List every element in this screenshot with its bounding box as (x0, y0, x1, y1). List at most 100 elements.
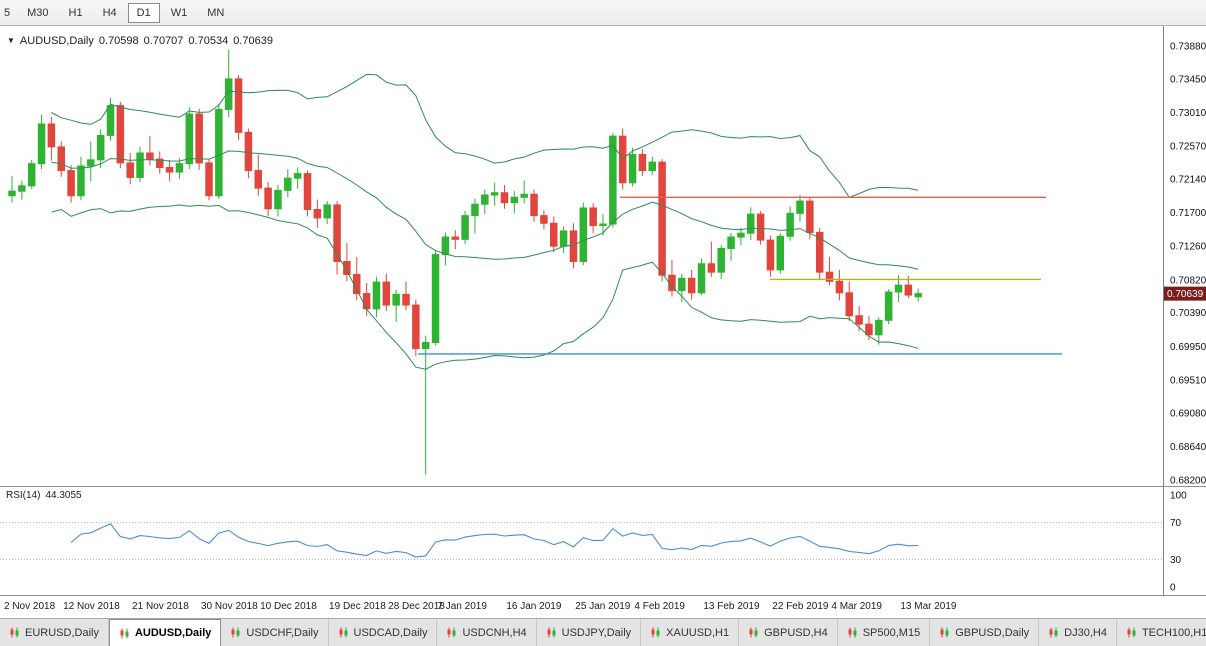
ohlc-high: 0.70707 (143, 35, 184, 47)
mini-chart-icon (231, 627, 240, 638)
price-axis-label: 0.73450 (1170, 74, 1206, 85)
rsi-title: RSI(14) 44.3055 (6, 490, 82, 501)
mini-chart-icon (1127, 627, 1136, 638)
timeframe-button-h4[interactable]: H4 (102, 6, 117, 19)
time-axis-label: 19 Dec 2018 (329, 601, 386, 612)
rsi-canvas[interactable]: 100 70 30 0 (0, 487, 1206, 595)
chart-ohlc-title: ▼ AUDUSD,Daily 0.70598 0.70707 0.70534 0… (7, 35, 273, 47)
bollinger-bands (51, 73, 919, 370)
time-axis-label: 30 Nov 2018 (201, 601, 258, 612)
chart-tab-label: XAUUSD,H1 (666, 626, 730, 639)
chart-tab-label: EURUSD,Daily (25, 626, 99, 639)
candle-series (8, 49, 922, 475)
time-axis-label: 16 Jan 2019 (506, 601, 562, 612)
time-axis-label: 22 Feb 2019 (772, 601, 829, 612)
time-axis-label: 13 Feb 2019 (703, 601, 760, 612)
chart-tab-label: DJ30,H4 (1064, 626, 1107, 639)
mini-chart-icon (120, 628, 129, 638)
chart-tab-label: GBPUSD,Daily (955, 626, 1030, 639)
bb-middle (51, 150, 919, 270)
time-axis-label: 25 Jan 2019 (575, 601, 631, 612)
rsi-label: RSI(14) (6, 490, 41, 501)
chart-tab-label: SP500,M15 (862, 626, 921, 639)
chart-tab-usdjpy-daily[interactable]: USDJPY,Daily (536, 619, 642, 646)
rsi-scale[interactable]: 100 70 30 0 (1163, 487, 1188, 595)
ohlc-low: 0.70534 (188, 35, 229, 47)
price-axis-label: 0.68640 (1170, 442, 1206, 453)
chart-tab-label: GBPUSD,H4 (764, 626, 828, 639)
price-chart-canvas[interactable]: 0.73880 0.73450 0.73010 0.72570 0.72140 0.717… (0, 26, 1206, 486)
svg-text:0.70639: 0.70639 (1167, 289, 1204, 300)
ohlc-close: 0.70639 (233, 35, 273, 47)
chart-tab-sp500-m15[interactable]: SP500,M15 (837, 619, 931, 646)
mini-chart-icon (547, 627, 556, 638)
time-axis[interactable]: 2 Nov 2018 12 Nov 2018 21 Nov 2018 30 Nov 2… (0, 595, 1206, 618)
rsi-axis-label: 30 (1170, 555, 1182, 566)
price-axis-label: 0.71260 (1170, 242, 1206, 253)
price-axis-label: 0.68200 (1170, 476, 1206, 487)
bb-upper (51, 73, 919, 199)
price-scale[interactable]: 0.73880 0.73450 0.73010 0.72570 0.72140 0.717… (1163, 26, 1206, 487)
time-axis-label: 21 Nov 2018 (132, 601, 189, 612)
mini-chart-icon (940, 627, 949, 638)
time-axis-label: 4 Mar 2019 (831, 601, 882, 612)
chart-tab-dj30-h4[interactable]: DJ30,H4 (1039, 619, 1117, 646)
time-axis-label: 10 Dec 2018 (260, 601, 317, 612)
chart-tab-audusd-daily[interactable]: AUDUSD,Daily (108, 619, 222, 646)
timeframe-button-5[interactable]: 5 (4, 6, 11, 19)
mini-chart-icon (749, 627, 758, 638)
time-axis-label: 2 Nov 2018 (4, 601, 56, 612)
bb-lower (51, 204, 919, 370)
current-price-tag: 0.70639 (1164, 286, 1206, 301)
chart-tab-usdchf-daily[interactable]: USDCHF,Daily (221, 619, 329, 646)
rsi-line (70, 523, 919, 558)
price-axis-label: 0.70390 (1170, 308, 1206, 319)
timeframe-toolbar: 5 M30 H1 H4 D1 W1 MN (0, 0, 1206, 26)
rsi-indicator-panel: 100 70 30 0 RSI(14) 44.3055 (0, 486, 1206, 595)
rsi-axis-label: 100 (1170, 491, 1187, 502)
time-axis-label: 12 Nov 2018 (63, 601, 120, 612)
price-axis-label: 0.69510 (1170, 375, 1206, 386)
rsi-axis-label: 70 (1170, 518, 1182, 529)
chart-menu-arrow-icon[interactable]: ▼ (7, 36, 15, 45)
chart-tab-label: USDCHF,Daily (246, 626, 319, 639)
mini-chart-icon (848, 627, 857, 638)
price-axis-label: 0.73880 (1170, 42, 1206, 53)
price-axis-label: 0.69080 (1170, 408, 1206, 419)
mini-chart-icon (651, 627, 660, 638)
price-axis-label: 0.70820 (1170, 275, 1206, 286)
main-price-chart-panel: 0.73880 0.73450 0.73010 0.72570 0.72140 0.717… (0, 26, 1206, 486)
chart-tab-gbpusd-daily[interactable]: GBPUSD,Daily (930, 619, 1040, 646)
time-axis-label: 13 Mar 2019 (900, 601, 957, 612)
price-axis-label: 0.69950 (1170, 342, 1206, 353)
chart-tab-eurusd-daily[interactable]: EURUSD,Daily (0, 619, 109, 646)
chart-tab-usdcnh-h4[interactable]: USDCNH,H4 (437, 619, 537, 646)
chart-tab-xauusd-h1[interactable]: XAUUSD,H1 (641, 619, 740, 646)
mini-chart-icon (339, 627, 347, 638)
mini-chart-icon (1049, 627, 1058, 638)
timeframe-button-w1[interactable]: W1 (170, 6, 188, 19)
chart-tab-label: AUDUSD,Daily (134, 627, 212, 639)
chart-symbol-label: AUDUSD,Daily (19, 35, 94, 47)
chart-tab-label: USDJPY,Daily (561, 626, 632, 639)
rsi-axis-label: 0 (1170, 583, 1176, 594)
chart-tab-usdcad-daily[interactable]: USDCAD,Daily (328, 619, 438, 646)
mini-chart-icon (447, 627, 456, 638)
timeframe-button-d1[interactable]: D1 (127, 2, 160, 23)
time-axis-label: 7 Jan 2019 (437, 601, 487, 612)
time-axis-label: 4 Feb 2019 (634, 601, 685, 612)
timeframe-button-h1[interactable]: H1 (68, 6, 83, 19)
price-axis-label: 0.72570 (1170, 142, 1206, 153)
price-axis-label: 0.72140 (1170, 174, 1206, 185)
rsi-value: 44.3055 (45, 490, 82, 501)
price-axis-label: 0.71700 (1170, 208, 1206, 219)
chart-tab-tech100-h1[interactable]: TECH100,H1 (1116, 619, 1206, 646)
chart-tab-gbpusd-h4[interactable]: GBPUSD,H4 (739, 619, 838, 646)
ohlc-open: 0.70598 (98, 35, 139, 47)
chart-tab-label: USDCAD,Daily (353, 626, 428, 639)
price-axis-label: 0.73010 (1170, 108, 1206, 119)
timeframe-button-mn[interactable]: MN (207, 6, 225, 19)
mini-chart-icon (10, 627, 19, 638)
timeframe-button-m30[interactable]: M30 (27, 6, 49, 19)
